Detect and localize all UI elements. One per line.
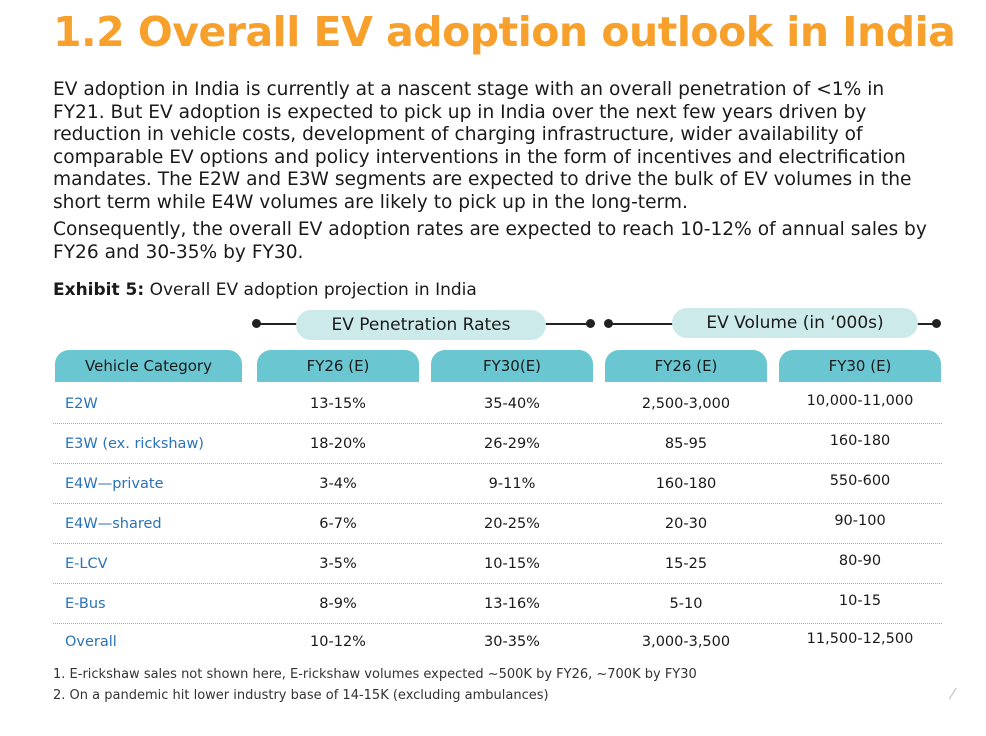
outlook-paragraph: Consequently, the overall EV adoption ra… (53, 219, 927, 263)
group-line-dot (604, 319, 613, 328)
pen-fy30-cell: 10-15% (484, 556, 540, 572)
vol-fy30-cell: 160-180 (829, 433, 891, 449)
vol-fy30-cell: 80-90 (838, 553, 882, 569)
vol-fy30-cell: 10-15 (838, 593, 882, 609)
row-divider (53, 623, 942, 624)
group-line-dot (932, 319, 941, 328)
pen-fy30-cell: 9-11% (488, 476, 536, 492)
vol-fy30-cell: 10,000-11,000 (806, 393, 914, 409)
table-row: Overall 10-12% 30-35% 3,000-3,500 11,500… (53, 622, 942, 662)
category-cell: E4W—shared (65, 516, 162, 532)
col-header-pen-fy30: FY30(E) (431, 350, 593, 382)
page-corner-mark: ⁄ (952, 686, 955, 703)
pen-fy26-cell: 10-12% (310, 634, 366, 650)
pen-fy30-cell: 30-35% (484, 634, 540, 650)
category-cell: E3W (ex. rickshaw) (65, 436, 204, 452)
group-line-dot (586, 319, 595, 328)
pen-fy30-cell: 35-40% (484, 396, 540, 412)
category-cell: Overall (65, 634, 117, 650)
exhibit-label: Exhibit 5: (53, 280, 145, 300)
row-divider (53, 543, 942, 544)
col-header-vol-fy30: FY30 (E) (779, 350, 941, 382)
intro-paragraph: EV adoption in India is currently at a n… (53, 79, 912, 213)
category-cell: E4W—private (65, 476, 164, 492)
pen-fy26-cell: 3-4% (319, 476, 357, 492)
pen-fy30-cell: 20-25% (484, 516, 540, 532)
pen-fy26-cell: 18-20% (310, 436, 366, 452)
pen-fy26-cell: 6-7% (319, 516, 357, 532)
table-row: E2W 13-15% 35-40% 2,500-3,000 10,000-11,… (53, 384, 942, 424)
row-divider (53, 503, 942, 504)
pen-fy30-cell: 13-16% (484, 596, 540, 612)
table-row: E-Bus 8-9% 13-16% 5-10 10-15 (53, 584, 942, 624)
exhibit-title: Overall EV adoption projection in India (149, 280, 477, 300)
volume-group-label: EV Volume (in ‘000s) (672, 308, 918, 338)
vol-fy26-cell: 20-30 (664, 516, 708, 532)
table-row: E-LCV 3-5% 10-15% 15-25 80-90 (53, 544, 942, 584)
vol-fy30-cell: 90-100 (834, 513, 886, 529)
footnote: 2. On a pandemic hit lower industry base… (53, 688, 549, 703)
col-header-vol-fy26: FY26 (E) (605, 350, 767, 382)
vol-fy26-cell: 3,000-3,500 (641, 634, 731, 650)
category-cell: E-Bus (65, 596, 106, 612)
footnote: 1. E-rickshaw sales not shown here, E-ri… (53, 667, 697, 682)
vol-fy26-cell: 5-10 (669, 596, 703, 612)
table-row: E4W—shared 6-7% 20-25% 20-30 90-100 (53, 504, 942, 544)
category-cell: E2W (65, 396, 98, 412)
vol-fy26-cell: 15-25 (664, 556, 708, 572)
vol-fy30-cell: 11,500-12,500 (806, 631, 914, 647)
col-header-category: Vehicle Category (55, 350, 242, 382)
pen-fy26-cell: 3-5% (319, 556, 357, 572)
vol-fy26-cell: 85-95 (664, 436, 708, 452)
pen-fy26-cell: 8-9% (319, 596, 357, 612)
category-cell: E-LCV (65, 556, 108, 572)
group-line-dot (252, 319, 261, 328)
table-row: E4W—private 3-4% 9-11% 160-180 550-600 (53, 464, 942, 504)
row-divider (53, 463, 942, 464)
page-title: 1.2 Overall EV adoption outlook in India (53, 8, 956, 56)
vol-fy26-cell: 2,500-3,000 (641, 396, 731, 412)
table-row: E3W (ex. rickshaw) 18-20% 26-29% 85-95 1… (53, 424, 942, 464)
row-divider (53, 583, 942, 584)
vol-fy26-cell: 160-180 (655, 476, 717, 492)
col-header-pen-fy26: FY26 (E) (257, 350, 419, 382)
pen-fy30-cell: 26-29% (484, 436, 540, 452)
penetration-group-label: EV Penetration Rates (296, 310, 546, 340)
vol-fy30-cell: 550-600 (829, 473, 891, 489)
pen-fy26-cell: 13-15% (310, 396, 366, 412)
row-divider (53, 423, 942, 424)
exhibit-caption: Exhibit 5: Overall EV adoption projectio… (53, 280, 477, 300)
